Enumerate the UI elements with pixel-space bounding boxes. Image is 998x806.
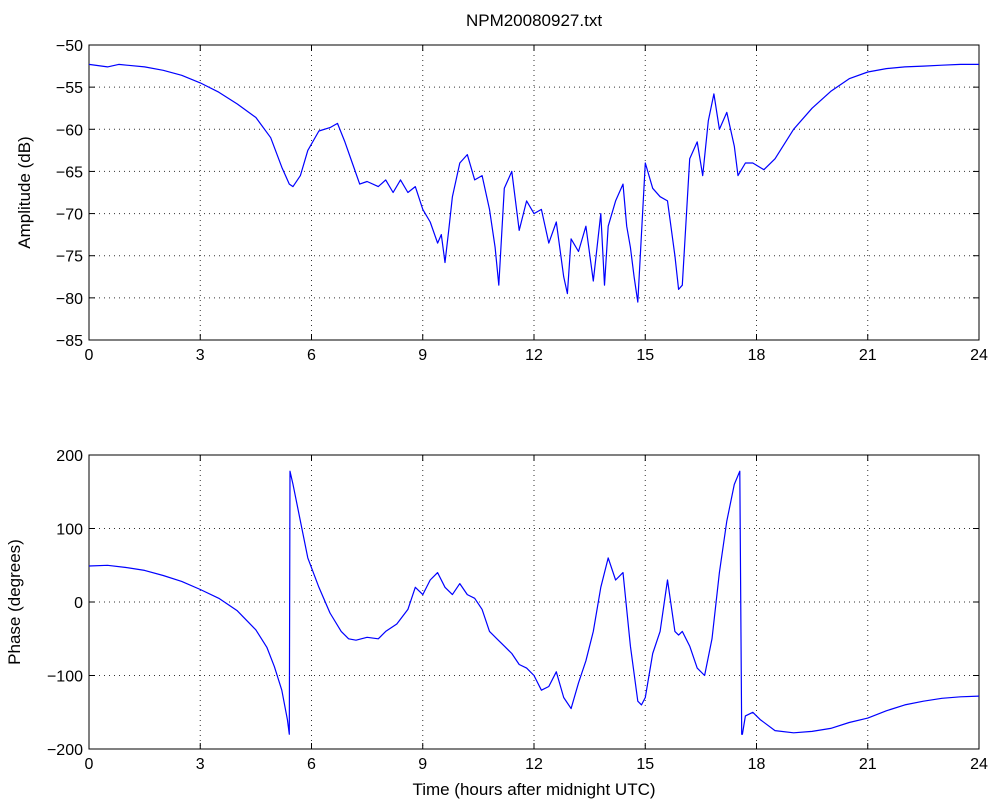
amplitude-ylabel: Amplitude (dB) xyxy=(15,136,34,248)
amplitude-ytick-label-2: −60 xyxy=(56,122,83,139)
amplitude-ytick-label-5: −75 xyxy=(56,249,83,266)
amplitude-ytick-label-3: −65 xyxy=(56,164,83,181)
amplitude-xtick-label-7: 21 xyxy=(859,347,877,364)
phase-ytick-label-0: 200 xyxy=(56,448,83,465)
phase-xtick-label-0: 0 xyxy=(85,756,94,773)
phase-xtick-label-4: 12 xyxy=(525,756,543,773)
amplitude-plot: 0 3 6 9 12 15 18 21 24 −50 −55 −60 −65 −70 −75 −80 −85 Am… xyxy=(15,38,988,364)
amplitude-ytick-label-4: −70 xyxy=(56,207,83,224)
phase-xtick-label-3: 9 xyxy=(418,756,427,773)
amplitude-ytick-label-0: −50 xyxy=(56,38,83,55)
phase-xtick-label-5: 15 xyxy=(636,756,654,773)
amplitude-ytick-label-1: −55 xyxy=(56,80,83,97)
amplitude-series-line-0 xyxy=(88,63,979,303)
phase-xtick-label-1: 3 xyxy=(196,756,205,773)
amplitude-xtick-label-4: 12 xyxy=(525,347,543,364)
amplitude-xtick-label-3: 9 xyxy=(418,347,427,364)
amplitude-xtick-label-5: 15 xyxy=(636,347,654,364)
amplitude-xtick-label-8: 24 xyxy=(970,347,988,364)
phase-ytick-label-2: 0 xyxy=(74,595,83,612)
phase-ytick-label-4: −200 xyxy=(47,742,83,759)
phase-xtick-label-6: 18 xyxy=(748,756,766,773)
phase-ylabel: Phase (degrees) xyxy=(5,539,24,665)
phase-ytick-label-3: −100 xyxy=(47,669,83,686)
figure-title: NPM20080927.txt xyxy=(466,11,602,30)
phase-xtick-label-2: 6 xyxy=(307,756,316,773)
amplitude-xtick-label-6: 18 xyxy=(748,347,766,364)
phase-xlabel: Time (hours after midnight UTC) xyxy=(412,780,655,799)
phase-xtick-label-8: 24 xyxy=(970,756,988,773)
amplitude-xtick-label-2: 6 xyxy=(307,347,316,364)
amplitude-xtick-label-1: 3 xyxy=(196,347,205,364)
phase-series-line-0 xyxy=(88,470,980,735)
amplitude-ytick-label-7: −85 xyxy=(56,333,83,350)
phase-plot: 0 3 6 9 12 15 18 21 24 200 100 0 −100 −200 Phase (degr… xyxy=(5,448,988,799)
phase-ytick-label-1: 100 xyxy=(56,522,83,539)
phase-xtick-label-7: 21 xyxy=(859,756,877,773)
amplitude-xtick-label-0: 0 xyxy=(85,347,94,364)
amplitude-ytick-label-6: −80 xyxy=(56,291,83,308)
